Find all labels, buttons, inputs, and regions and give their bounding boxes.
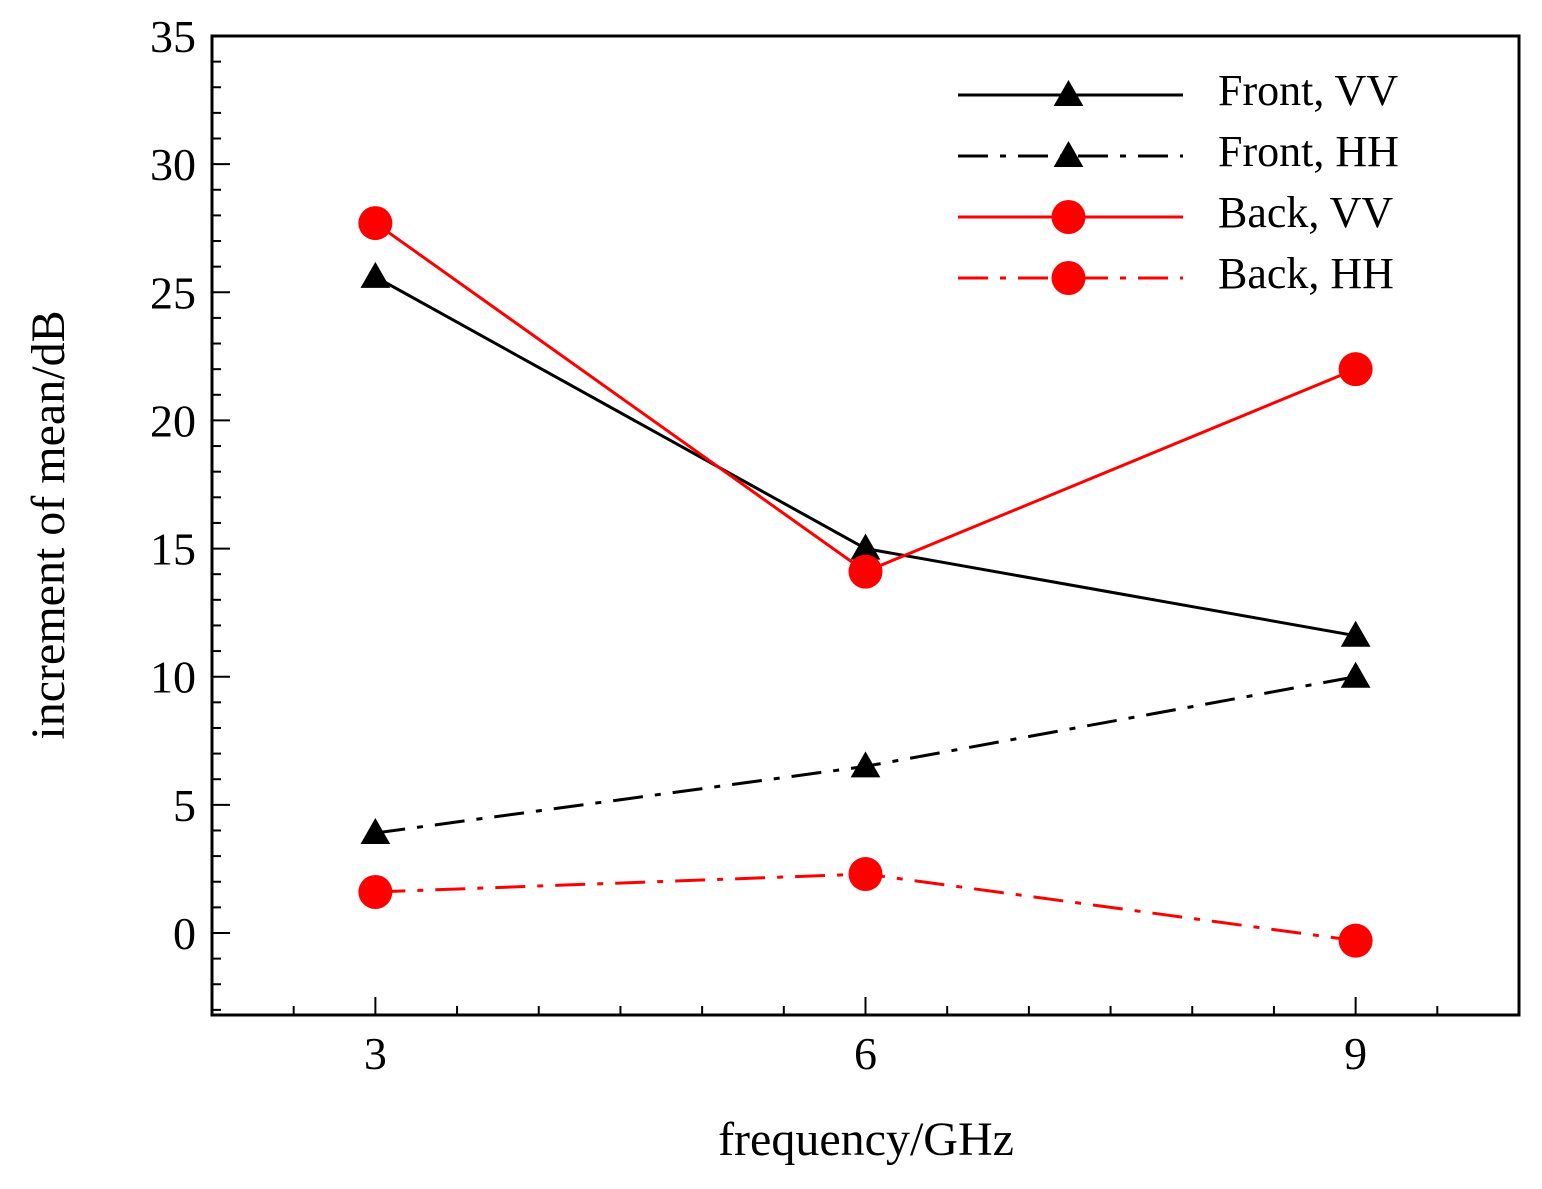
data-point-back-hh — [848, 857, 883, 892]
legend-item-front-hh: Front, HH — [958, 127, 1399, 176]
legend-item-front-vv: Front, VV — [958, 66, 1398, 115]
legend-swatch-marker — [1051, 261, 1086, 295]
y-tick-label: 5 — [173, 780, 196, 831]
tick-labels: 3 6 9 0 5 10 15 20 25 30 35 — [150, 11, 1367, 1079]
y-tick-label: 0 — [173, 908, 196, 959]
data-point-front-vv — [360, 261, 391, 288]
legend-label: Front, HH — [1218, 127, 1399, 176]
major-ticks — [212, 35, 1357, 1015]
data-point-front-vv — [1340, 620, 1371, 647]
legend-swatch-marker — [1053, 79, 1084, 106]
data-point-front-hh — [360, 818, 391, 845]
data-point-back-vv — [1338, 352, 1373, 387]
series-layer — [358, 206, 1373, 958]
legend-item-back-vv: Back, VV — [958, 188, 1393, 237]
y-tick-label: 15 — [150, 524, 196, 575]
legend-swatch-marker — [1051, 200, 1086, 234]
legend-item-back-hh: Back, HH — [958, 249, 1394, 298]
y-tick-label: 30 — [150, 139, 196, 190]
series-line-back-vv — [374, 221, 1357, 574]
series-front-vv — [360, 261, 1371, 647]
data-point-front-hh — [850, 751, 881, 778]
data-point-back-vv — [358, 206, 393, 241]
x-tick-label: 3 — [364, 1028, 387, 1079]
x-axis-title: frequency/GHz — [718, 1113, 1014, 1166]
y-axis-title: increment of mean/dB — [22, 310, 75, 739]
y-tick-label: 10 — [150, 652, 196, 703]
series-back-vv — [358, 206, 1373, 589]
legend-label: Back, VV — [1218, 188, 1393, 237]
series-front-hh — [360, 661, 1371, 845]
legend-swatch-marker — [1053, 140, 1084, 167]
y-tick-label: 20 — [150, 395, 196, 446]
data-point-back-vv — [848, 554, 883, 589]
data-point-front-hh — [1340, 661, 1371, 688]
series-back-hh — [358, 857, 1373, 958]
legend-label: Front, VV — [1218, 66, 1398, 115]
y-tick-label: 35 — [150, 11, 196, 62]
legend: Front, VV Front, HH Back, VV Back, HH — [958, 66, 1399, 298]
y-tick-label: 25 — [150, 267, 196, 318]
data-point-back-hh — [1338, 923, 1373, 958]
x-tick-label: 6 — [854, 1028, 877, 1079]
minor-ticks — [211, 60, 1520, 1015]
data-point-back-hh — [358, 874, 393, 909]
legend-label: Back, HH — [1218, 249, 1394, 298]
x-tick-label: 9 — [1344, 1028, 1367, 1079]
